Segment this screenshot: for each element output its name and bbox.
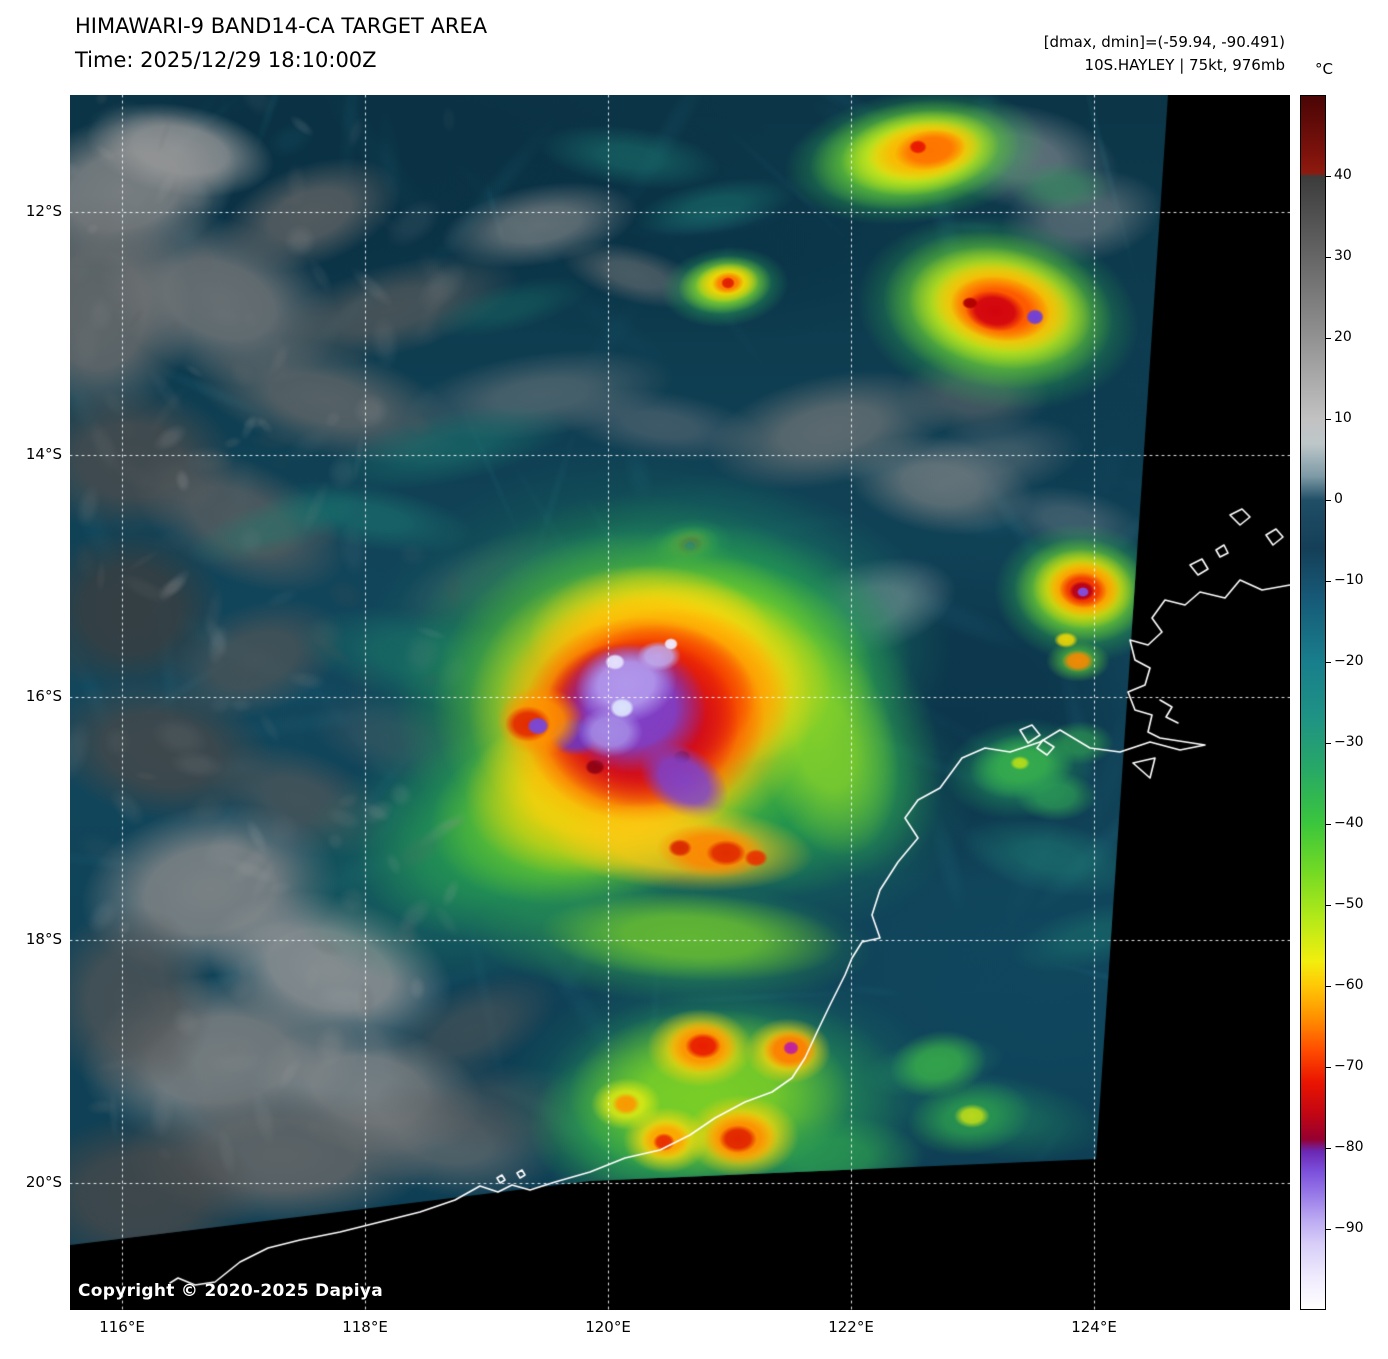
colorbar-tick-mark — [1326, 985, 1331, 987]
colorbar-unit-label: °C — [1315, 60, 1333, 78]
lon-tick-label: 122°E — [828, 1318, 874, 1336]
lat-tick-label: 16°S — [25, 687, 62, 705]
colorbar-tick-label: −40 — [1334, 815, 1364, 831]
colorbar-tick-label: 40 — [1334, 167, 1352, 183]
copyright-label: Copyright © 2020-2025 Dapiya — [78, 1281, 383, 1301]
colorbar-tick-mark — [1326, 337, 1331, 339]
colorbar-tick-mark — [1326, 904, 1331, 906]
colorbar-tick-label: 30 — [1334, 248, 1352, 264]
colorbar-tick-mark — [1326, 1147, 1331, 1149]
colorbar-tick-label: −50 — [1334, 896, 1364, 912]
colorbar-tick-mark — [1326, 823, 1331, 825]
storm-info-annotation: 10S.HAYLEY | 75kt, 976mb — [1084, 56, 1285, 74]
lat-tick-label: 18°S — [25, 930, 62, 948]
satellite-image-canvas — [70, 95, 1290, 1310]
colorbar-tick-mark — [1326, 661, 1331, 663]
colorbar-tick-label: 20 — [1334, 329, 1352, 345]
lon-tick-label: 118°E — [342, 1318, 388, 1336]
colorbar-tick-mark — [1326, 175, 1331, 177]
colorbar-tick-mark — [1326, 1066, 1331, 1068]
colorbar-tick-label: 10 — [1334, 410, 1352, 426]
colorbar-tick-label: −10 — [1334, 572, 1364, 588]
figure-time: Time: 2025/12/29 18:10:00Z — [75, 48, 377, 72]
colorbar-tick-mark — [1326, 418, 1331, 420]
lat-tick-label: 12°S — [25, 202, 62, 220]
lon-tick-label: 124°E — [1071, 1318, 1117, 1336]
colorbar-tick-label: −80 — [1334, 1139, 1364, 1155]
colorbar-tick-label: −30 — [1334, 734, 1364, 750]
colorbar-tick-label: −70 — [1334, 1058, 1364, 1074]
colorbar-tick-label: −60 — [1334, 977, 1364, 993]
colorbar-tick-mark — [1326, 1228, 1331, 1230]
colorbar-tick-mark — [1326, 499, 1331, 501]
lat-tick-label: 14°S — [25, 445, 62, 463]
lon-tick-label: 116°E — [99, 1318, 145, 1336]
lat-tick-label: 20°S — [25, 1173, 62, 1191]
colorbar-tick-mark — [1326, 580, 1331, 582]
colorbar-tick-label: −90 — [1334, 1220, 1364, 1236]
lon-tick-label: 120°E — [585, 1318, 631, 1336]
satellite-image-plot: Copyright © 2020-2025 Dapiya — [70, 95, 1290, 1310]
figure-title: HIMAWARI-9 BAND14-CA TARGET AREA — [75, 14, 488, 38]
colorbar-tick-label: 0 — [1334, 491, 1343, 507]
colorbar-tick-label: −20 — [1334, 653, 1364, 669]
colorbar-tick-mark — [1326, 256, 1331, 258]
colorbar-tick-mark — [1326, 742, 1331, 744]
colorbar — [1300, 95, 1326, 1310]
dmax-dmin-annotation: [dmax, dmin]=(-59.94, -90.491) — [1043, 33, 1285, 51]
